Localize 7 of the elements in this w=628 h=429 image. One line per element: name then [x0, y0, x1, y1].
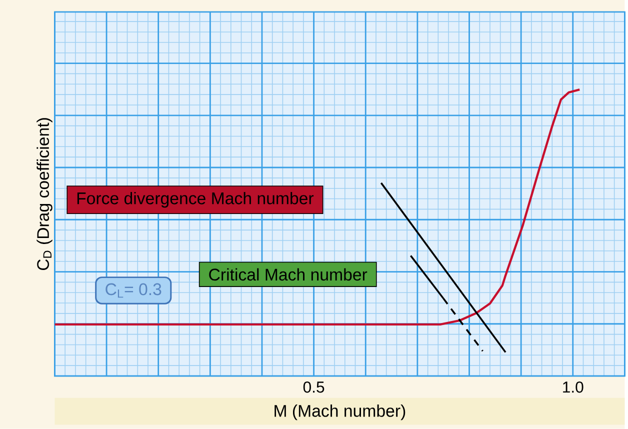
- x-axis-title: M (Mach number): [274, 404, 406, 420]
- y-axis-title: C$_{D}$ (Drag coefficient): [36, 118, 52, 270]
- annotation: Force divergence Mach number: [77, 192, 314, 208]
- annotation: Critical Mach number: [209, 268, 368, 281]
- annotation: C$_{L}$= 0.3: [106, 283, 162, 298]
- x-tick-label: 0.5: [303, 382, 324, 393]
- x-tick-label: 1.0: [563, 382, 584, 393]
